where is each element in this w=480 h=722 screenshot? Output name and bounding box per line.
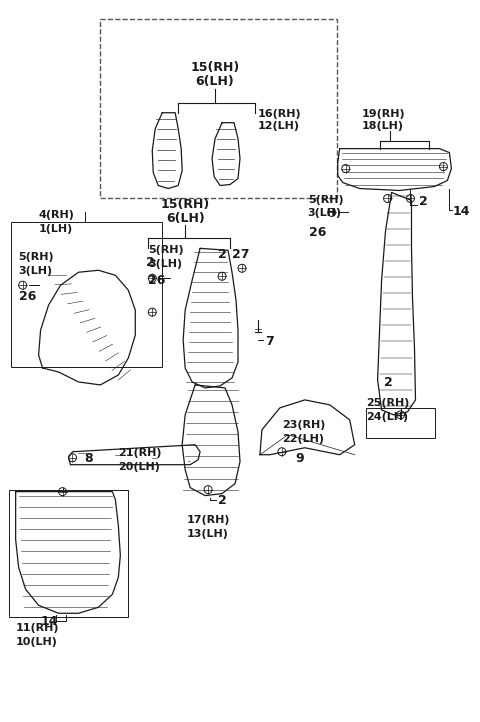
Text: 15(RH): 15(RH) [160, 199, 210, 212]
Text: 5(RH): 5(RH) [19, 252, 54, 262]
Text: 10(LH): 10(LH) [16, 638, 58, 647]
Text: 17(RH): 17(RH) [187, 515, 231, 525]
Text: 2: 2 [146, 256, 155, 269]
Text: 14: 14 [452, 206, 470, 219]
Text: 26: 26 [309, 227, 326, 240]
Text: 6(LH): 6(LH) [196, 75, 234, 88]
Text: 11(RH): 11(RH) [16, 623, 59, 633]
Text: 25(RH): 25(RH) [366, 398, 409, 408]
Text: 16(RH): 16(RH) [258, 109, 301, 118]
Text: 15(RH): 15(RH) [191, 61, 240, 74]
Text: 24(LH): 24(LH) [366, 412, 408, 422]
Text: 6(LH): 6(LH) [166, 212, 204, 225]
Text: 2: 2 [384, 376, 392, 389]
Text: 9: 9 [296, 452, 304, 465]
Text: 21(RH): 21(RH) [119, 448, 162, 458]
Text: 7: 7 [265, 335, 274, 348]
Text: 2: 2 [420, 196, 428, 209]
Text: 1(LH): 1(LH) [38, 225, 73, 235]
Text: 4(RH): 4(RH) [38, 210, 74, 220]
Text: 5(RH): 5(RH) [148, 245, 184, 256]
Text: 14: 14 [41, 615, 58, 628]
Text: 13(LH): 13(LH) [187, 529, 229, 539]
Text: 26: 26 [19, 290, 36, 303]
Text: 27: 27 [232, 248, 250, 261]
Text: 12(LH): 12(LH) [258, 121, 300, 131]
Text: 18(LH): 18(LH) [361, 121, 404, 131]
Text: 22(LH): 22(LH) [282, 434, 324, 444]
Text: 5(RH): 5(RH) [308, 196, 343, 206]
Text: 19(RH): 19(RH) [361, 109, 405, 118]
Text: 3(LH): 3(LH) [148, 259, 182, 269]
Text: 23(RH): 23(RH) [282, 419, 325, 430]
Text: 26: 26 [148, 274, 166, 287]
Text: 3(LH): 3(LH) [19, 266, 53, 277]
Text: 2: 2 [218, 494, 227, 507]
Text: 8: 8 [84, 452, 93, 465]
Text: 3(LH): 3(LH) [308, 209, 342, 219]
Text: 2: 2 [218, 248, 227, 261]
Text: 20(LH): 20(LH) [119, 461, 160, 471]
